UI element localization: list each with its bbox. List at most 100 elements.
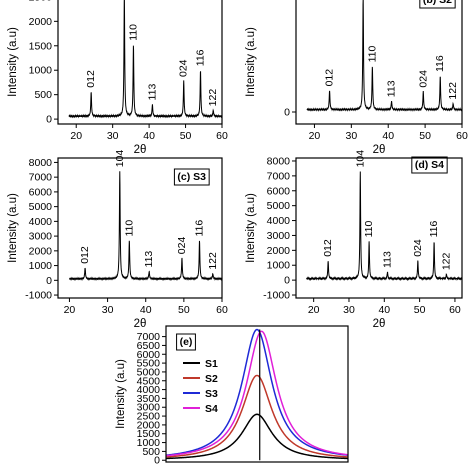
y-tick-label-e: 7000 [137,331,161,343]
plot-frame-b [295,0,463,125]
series-line-s2 [166,374,348,458]
legend-label-s4: S4 [205,403,218,415]
y-tick-label-c: -1000 [25,290,52,302]
peak-label-c-116: 116 [193,220,205,237]
peak-label-d-113: 113 [381,251,393,268]
panel-label-box-d [411,156,448,174]
chart-panel-e: S1 S2 S3 S4 05001000150020002500300035004000… [115,325,349,467]
x-tick-label-c: 20 [64,304,76,316]
y-tick-label-e: 2000 [137,419,161,431]
y-tick-label-e: 3500 [137,393,161,405]
y-axis-title-b: Intensity (a.u) [245,27,257,97]
peak-label-b-116: 116 [434,55,446,72]
x-tick-label-b: 40 [382,130,394,142]
x-tick-label-c: 40 [140,304,152,316]
y-tick-label-d: 8000 [267,155,291,167]
y-tick-label-a: 1500 [29,40,53,52]
peak-label-b-110: 110 [366,46,378,63]
plot-frame-a [57,0,223,125]
y-tick-label-a: 2000 [29,16,53,28]
peak-label-c-110: 110 [123,220,135,237]
peak-label-d-122: 122 [440,252,452,270]
y-tick-label-e: 5500 [137,358,161,370]
x-tick-label-a: 40 [143,130,155,142]
y-axis-title-c: Intensity (a.u) [7,193,19,263]
panel-label-d: (d) S4 [415,159,444,171]
xrd-trace-a [68,0,222,119]
x-tick-label-d: 60 [449,304,461,316]
x-tick-label-c: 60 [216,304,228,316]
y-tick-label-c: 5000 [29,201,53,213]
panel-label-box-c [173,168,210,186]
x-tick-label-c: 50 [178,304,190,316]
y-tick-label-c: 0 [46,275,52,287]
y-tick-label-e: 500 [142,446,160,458]
peak-label-d-012: 012 [322,239,334,257]
plot-frame-c [57,157,223,299]
panel-label-box-b [419,0,456,9]
y-tick-label-c: 6000 [29,186,53,198]
x-tick-label-a: 30 [107,130,119,142]
y-tick-label-d: 4000 [267,215,291,227]
x-tick-label-b: 20 [309,130,321,142]
chart-panel-a: 0121041101130241161222030405060050010001… [7,0,228,156]
y-tick-label-d: 0 [284,275,290,287]
y-tick-label-e: 2500 [137,411,161,423]
y-tick-label-a: 0 [46,114,52,126]
y-tick-label-d: -1000 [263,290,290,302]
y-tick-label-e: 0 [154,455,160,467]
y-axis-title-d: Intensity (a.u) [245,193,257,263]
y-tick-label-a: 1000 [29,65,53,77]
peak-label-c-012: 012 [79,246,91,264]
y-tick-label-e: 4500 [137,375,161,387]
y-tick-label-e: 5000 [137,366,161,378]
y-tick-label-a: 500 [34,89,52,101]
peak-label-a-113: 113 [146,84,158,101]
peak-label-a-116: 116 [194,49,206,66]
y-axis-title-a: Intensity (a.u) [7,27,19,97]
x-tick-label-c: 30 [102,304,114,316]
x-tick-label-b: 60 [456,130,468,142]
peak-label-d-116: 116 [428,221,440,238]
y-tick-label-b: 0 [284,107,290,119]
y-tick-label-c: 1000 [29,260,53,272]
y-tick-label-c: 8000 [29,157,53,169]
x-tick-label-a: 50 [180,130,192,142]
y-tick-label-d: 3000 [267,230,291,242]
x-axis-title-b: 2θ [373,144,386,156]
peak-label-b-012: 012 [324,69,336,87]
y-tick-label-d: 2000 [267,245,291,257]
y-tick-label-a: 2500 [29,0,53,3]
legend-label-s2: S2 [205,373,218,385]
peak-label-a-122: 122 [207,89,219,107]
panel-label-box-e [176,333,196,351]
plot-frame-e [165,325,349,463]
x-tick-label-d: 20 [308,304,320,316]
x-tick-label-d: 30 [343,304,355,316]
panel-label-b: (b) S2 [423,0,452,6]
y-tick-label-d: 7000 [267,170,291,182]
y-tick-label-c: 4000 [29,216,53,228]
peak-label-c-113: 113 [143,251,155,268]
x-axis-title-c: 2θ [134,318,147,330]
y-tick-label-d: 1000 [267,260,291,272]
x-tick-label-b: 50 [419,130,431,142]
chart-panel-b: 012104110113024116122203040506002θIntens… [245,0,468,156]
series-line-s3 [166,328,348,456]
y-axis-title-e: Intensity (a.u) [115,359,127,429]
y-tick-label-e: 6500 [137,340,161,352]
peak-label-c-122: 122 [207,252,219,270]
series-line-s1 [166,413,348,460]
peak-label-a-012: 012 [85,70,97,88]
peak-label-d-024: 024 [412,239,424,257]
peak-label-b-024: 024 [417,70,429,88]
x-axis-title-d: 2θ [373,318,386,330]
xrd-trace-d [306,171,462,282]
x-tick-label-d: 50 [414,304,426,316]
plot-frame-d [295,157,463,299]
x-tick-label-a: 20 [70,130,82,142]
y-tick-label-d: 6000 [267,185,291,197]
